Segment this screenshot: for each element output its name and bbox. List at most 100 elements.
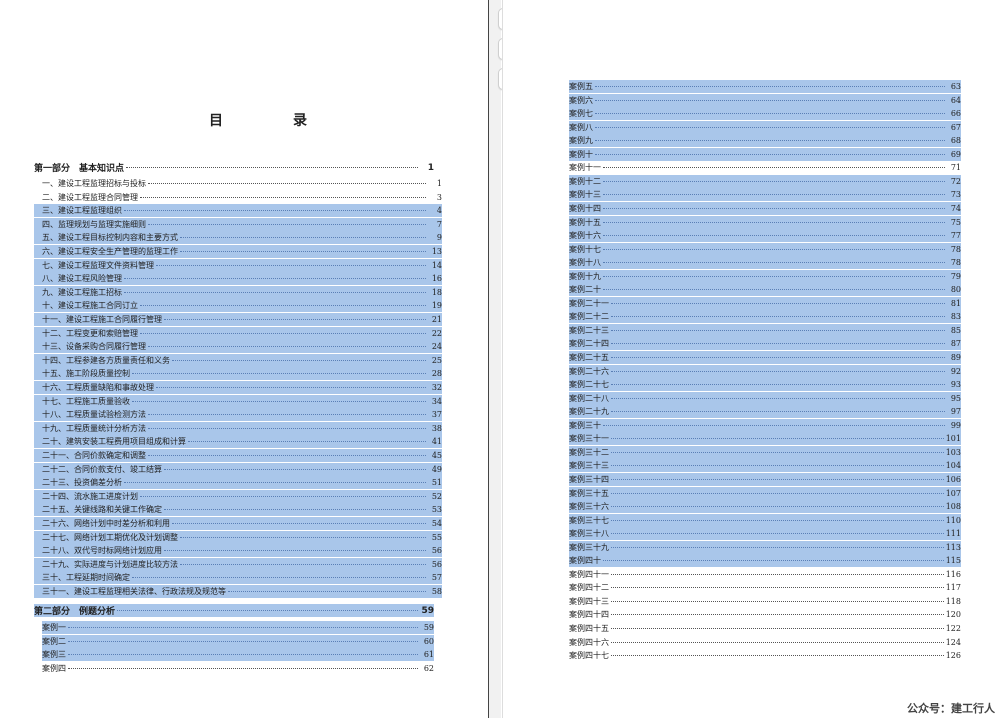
toc-row[interactable]: 十九、工程质量统计分析方法 38 [34,421,442,435]
toc-row[interactable]: 案例五 63 [569,80,961,93]
toc-row[interactable]: 十七、工程施工质量验收 34 [34,394,442,408]
toc-row[interactable]: 案例九 68 [569,134,961,148]
toc-page-number: 113 [945,542,961,552]
toc-entry-label: 案例十三 [569,190,601,200]
toc-entry-label: 案例三十三 [569,461,609,471]
toc-entry-label: 二十、建筑安装工程费用项目组成和计算 [42,437,186,447]
toc-row[interactable]: 案例十二 72 [569,174,961,188]
toc-row[interactable]: 案例二十五 89 [569,351,961,364]
toc-page-number: 66 [950,109,961,119]
toc-row[interactable]: 十三、设备采购合同履行管理 24 [34,340,442,354]
toc-row[interactable]: 案例三十 99 [569,418,961,432]
toc-row[interactable]: 案例四十一 116 [569,568,961,581]
toc-page-number: 56 [431,546,442,556]
toc-row[interactable]: 案例十三 73 [569,188,961,202]
toc-row[interactable]: 二十二、合同价款支付、竣工结算 49 [34,462,442,476]
toc-row[interactable]: 案例十五 75 [569,215,961,229]
toc-row[interactable]: 二十三、投资偏差分析 51 [34,476,442,490]
toc-row[interactable]: 案例七 66 [569,107,961,121]
toc-row[interactable]: 七、建设工程监理文件资料管理 14 [34,258,442,272]
toc-row[interactable]: 案例三十九 113 [569,540,961,554]
toc-row[interactable]: 二十九、实际进度与计划进度比较方法 56 [34,557,442,571]
toc-row[interactable]: 案例三十二 103 [569,445,961,459]
toc-row[interactable]: 一、建设工程监理招标与投标 1 [34,177,442,190]
toc-row[interactable]: 案例二十七 93 [569,378,961,392]
toc-entry-label: 案例二十二 [569,312,609,322]
toc-row[interactable]: 案例十八 78 [569,256,961,270]
toc-row[interactable]: 案例十九 79 [569,269,961,283]
toc-page-number: 13 [431,247,442,256]
toc-entry-label: 案例十二 [569,176,601,186]
toc-row[interactable]: 案例六 64 [569,93,961,107]
toc-row[interactable]: 案例三 61 [42,648,434,662]
toc-row[interactable]: 二十六、网络计划中时差分析和利用 54 [34,517,442,530]
toc-row[interactable]: 案例八 67 [569,120,961,134]
toc-row[interactable]: 案例四十六 124 [569,636,961,649]
part-heading-row[interactable]: 第一部分 基本知识点 1 [34,161,434,175]
toc-row[interactable]: 二十一、合同价款确定和调整 45 [34,449,442,462]
toc-row[interactable]: 案例四 62 [42,662,434,675]
toc-row[interactable]: 二十、建筑安装工程费用项目组成和计算 41 [34,435,442,449]
toc-row[interactable]: 案例二十一 81 [569,296,961,310]
toc-row[interactable]: 二十七、网络计划工期优化及计划调整 55 [34,530,442,544]
toc-row[interactable]: 案例四十二 117 [569,581,961,594]
toc-row[interactable]: 十二、工程变更和索赔管理 22 [34,326,442,340]
toc-row[interactable]: 案例十六 77 [569,229,961,243]
toc-row[interactable]: 案例二 60 [42,634,434,648]
dot-leader [68,627,418,628]
toc-row[interactable]: 四、监理规划与监理实施细则 7 [34,217,442,231]
dot-leader [595,126,945,128]
toc-row[interactable]: 三、建设工程监理组织 4 [34,204,442,218]
toc-row[interactable]: 案例三十一 101 [569,432,961,446]
toc-row[interactable]: 案例四十七 126 [569,649,961,662]
toc-row[interactable]: 十五、施工阶段质量控制 28 [34,367,442,381]
dot-leader [603,180,945,182]
toc-row[interactable]: 案例四十五 122 [569,622,961,635]
toc-row[interactable]: 五、建设工程目标控制内容和主要方式 9 [34,231,442,245]
toc-row[interactable]: 案例三十五 107 [569,486,961,500]
toc-row[interactable]: 二十五、关键线路和关键工作确定 53 [34,503,442,517]
toc-row[interactable]: 十八、工程质量试验检测方法 37 [34,408,442,422]
dot-leader [611,628,944,629]
toc-row[interactable]: 案例三十七 110 [569,513,961,527]
toc-row[interactable]: 案例十一 71 [569,161,961,174]
toc-row[interactable]: 案例三十六 108 [569,500,961,514]
toc-row[interactable]: 案例二十四 87 [569,337,961,351]
toc-row[interactable]: 案例四十 115 [569,554,961,568]
toc-row[interactable]: 案例十 69 [569,147,961,161]
toc-row[interactable]: 三十、工程延期时间确定 57 [34,571,442,585]
toc-row[interactable]: 六、建设工程安全生产管理的监理工作 13 [34,245,442,258]
toc-row[interactable]: 案例三十三 104 [569,459,961,473]
toc-row[interactable]: 案例二十六 92 [569,364,961,378]
toc-entry-label: 二十六、网络计划中时差分析和利用 [42,519,170,528]
toc-row[interactable]: 案例四十三 118 [569,595,961,608]
toc-page-number: 59 [423,623,434,632]
toc-entry-label: 案例三十二 [569,447,609,457]
toc-row[interactable]: 案例三十八 111 [569,527,961,541]
toc-row[interactable]: 案例二十三 85 [569,323,961,337]
toc-row[interactable]: 十一、建设工程施工合同履行管理 21 [34,313,442,326]
dot-leader [124,291,426,293]
toc-row[interactable]: 案例二十九 97 [569,405,961,419]
toc-row[interactable]: 三十一、建设工程监理相关法律、行政法规及规范等 58 [34,585,442,598]
toc-row[interactable]: 案例一 59 [42,621,434,634]
toc-row[interactable]: 案例三十四 106 [569,472,961,486]
dot-leader [611,370,945,372]
toc-entry-label: 案例一 [42,623,66,632]
toc-row[interactable]: 十、建设工程施工合同订立 19 [34,299,442,313]
toc-entry-label: 二十一、合同价款确定和调整 [42,451,146,460]
toc-row[interactable]: 二十四、流水施工进度计划 52 [34,489,442,503]
toc-row[interactable]: 十四、工程参建各方质量责任和义务 25 [34,353,442,367]
toc-row[interactable]: 案例十四 74 [569,201,961,215]
toc-row[interactable]: 案例二十二 83 [569,310,961,324]
toc-row[interactable]: 案例二十八 95 [569,391,961,405]
toc-row[interactable]: 二、建设工程监理合同管理 3 [34,191,442,204]
part-heading-row[interactable]: 第二部分 例题分析 59 [34,604,434,617]
toc-row[interactable]: 十六、工程质量缺陷和事故处理 32 [34,381,442,394]
toc-row[interactable]: 八、建设工程风险管理 16 [34,272,442,286]
toc-row[interactable]: 二十八、双代号时标网络计划应用 56 [34,544,442,558]
toc-row[interactable]: 案例四十四 120 [569,608,961,621]
toc-row[interactable]: 案例二十 80 [569,283,961,297]
toc-row[interactable]: 九、建设工程施工招标 18 [34,285,442,299]
toc-row[interactable]: 案例十七 78 [569,242,961,256]
